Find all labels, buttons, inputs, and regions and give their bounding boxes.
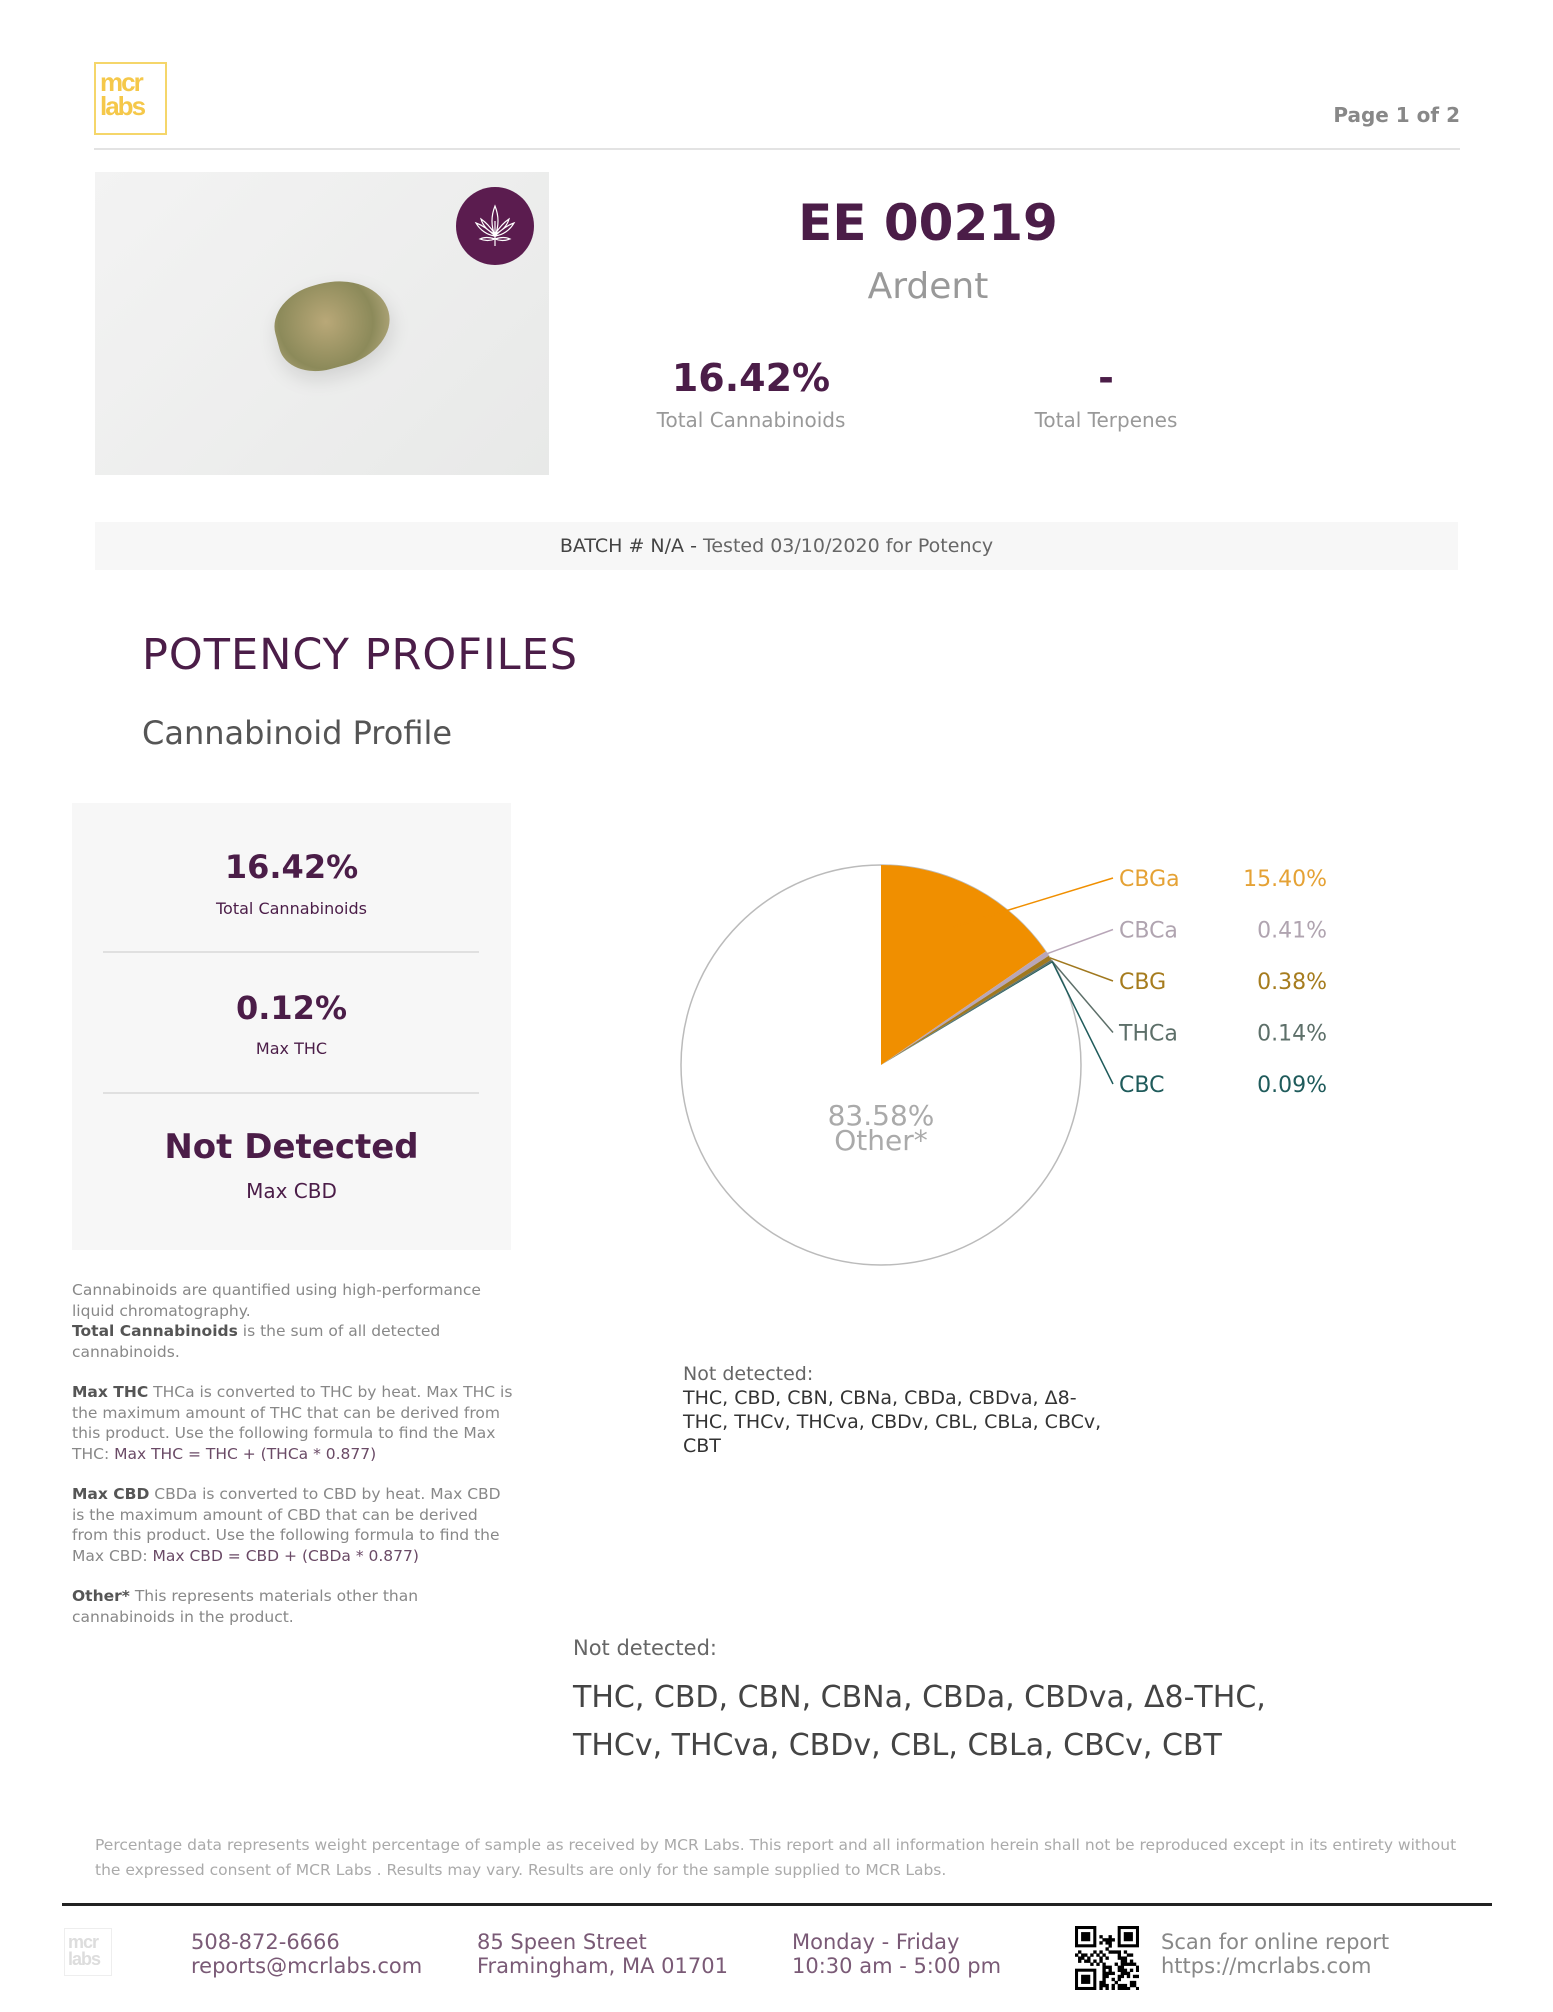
tested-date: Tested 03/10/2020 for Potency [702, 535, 994, 557]
footer-contact: 508-872-6666 reports@mcrlabs.com [191, 1930, 422, 1978]
total-cannabinoids-value: 16.42% [671, 356, 831, 400]
not-detected-section: Not detected: THC, CBD, CBN, CBNa, CBDa,… [573, 1636, 1266, 1763]
note-term: Max CBD [72, 1485, 150, 1503]
footer-logo: mcr labs [64, 1928, 112, 1976]
max-thc-formula: Max THC = THC + (THCa * 0.877) [114, 1444, 377, 1463]
note-term: Max THC [72, 1383, 149, 1401]
other-name-label: Other* [834, 1124, 928, 1157]
footnotes: Cannabinoids are quantified using high-p… [72, 1280, 517, 1647]
legend-name-cbga: CBGa [1119, 867, 1180, 892]
legend-name-cbg: CBG [1119, 970, 1166, 995]
pie-slice-cbga [881, 865, 1046, 1065]
disclaimer: Percentage data represents weight percen… [95, 1836, 1457, 1879]
scan-label: Scan for online report [1161, 1930, 1390, 1954]
footer-address: 85 Speen Street Framingham, MA 01701 [477, 1930, 728, 1978]
legend-value-cbc: 0.09% [1257, 1073, 1327, 1098]
note-term: Other* [72, 1587, 130, 1605]
note-hplc: Cannabinoids are quantified using high-p… [72, 1281, 481, 1320]
leader-line-cbca [1046, 928, 1114, 955]
footer-divider [62, 1903, 1492, 1906]
strain-name: Ardent [867, 266, 989, 307]
email-link[interactable]: reports@mcrlabs.com [191, 1954, 423, 1978]
city: Framingham, MA 01701 [477, 1954, 728, 1978]
days: Monday - Friday [792, 1930, 960, 1954]
legend-value-cbga: 15.40% [1243, 867, 1327, 892]
max-cbd-formula: Max CBD = CBD + (CBDa * 0.877) [152, 1546, 419, 1565]
legend-value-cbg: 0.38% [1257, 970, 1327, 995]
footer-hours: Monday - Friday 10:30 am - 5:00 pm [792, 1930, 1001, 1978]
not-detected-line-1: THC, CBD, CBN, CBNa, CBDa, CBDva, Δ8-THC… [573, 1680, 1266, 1715]
divider [94, 148, 1460, 150]
summary-max-cbd-value: Not Detected [164, 1127, 419, 1167]
pie-slice-cbg [881, 955, 1052, 1065]
note-text: THCa is converted to THC by heat. Max TH… [72, 1383, 513, 1463]
note-text: CBDa is converted to CBD by heat. Max CB… [72, 1485, 501, 1565]
leader-line-thca [1051, 960, 1114, 1033]
summary-max-cbd-label: Max CBD [246, 1179, 337, 1203]
mcr-labs-logo: mcr labs [94, 62, 167, 135]
summary-max-thc-value: 0.12% [235, 989, 347, 1027]
qr-code-icon[interactable] [1075, 1926, 1139, 1990]
batch-number: BATCH # N/A - [559, 535, 697, 557]
total-terpenes-value: - [1098, 356, 1114, 400]
divider [103, 1092, 479, 1094]
website-link[interactable]: https://mcrlabs.com [1161, 1954, 1372, 1978]
section-subtitle: Cannabinoid Profile [142, 714, 453, 752]
summary-total-label: Total Cannabinoids [216, 899, 367, 918]
legend-name-cbc: CBC [1119, 1073, 1164, 1098]
leader-line-cbga [953, 877, 1114, 928]
legend-value-thca: 0.14% [1257, 1022, 1327, 1047]
note-text: This represents materials other than can… [72, 1587, 419, 1626]
page-indicator: Page 1 of 2 [1333, 103, 1460, 127]
summary-box: 16.42% Total Cannabinoids 0.12% Max THC … [72, 803, 511, 1250]
pie-slice-thca [881, 959, 1053, 1065]
not-detected-label: Not detected: [573, 1636, 717, 1660]
section-title: POTENCY PROFILES [142, 630, 579, 680]
cannabis-leaf-icon [456, 187, 534, 265]
divider [103, 951, 479, 953]
pie-slice-cbca [881, 951, 1049, 1065]
hours: 10:30 am - 5:00 pm [792, 1954, 1002, 1978]
note-text: is the sum of all detected cannabinoids. [72, 1322, 441, 1361]
other-value-label: 83.58% [828, 1099, 935, 1132]
not-detected-list: THC, CBD, CBN, CBNa, CBDa, CBDva, Δ8-THC… [683, 1387, 1102, 1457]
street: 85 Speen Street [477, 1930, 647, 1954]
batch-bar: BATCH # N/A - Tested 03/10/2020 for Pote… [95, 522, 1458, 570]
not-detected-line-2: THCv, THCva, CBDv, CBL, CBLa, CBCv, CBT [573, 1728, 1222, 1763]
total-terpenes-label: Total Terpenes [1034, 408, 1178, 432]
sample-id: EE 00219 [798, 194, 1058, 252]
total-cannabinoids-label: Total Cannabinoids [656, 408, 846, 432]
summary-max-thc-label: Max THC [255, 1039, 328, 1058]
legend-name-cbca: CBCa [1119, 919, 1178, 944]
phone[interactable]: 508-872-6666 [191, 1930, 340, 1954]
legend-value-cbca: 0.41% [1257, 919, 1327, 944]
pie-slice-cbc [881, 961, 1053, 1065]
not-detected-label: Not detected: [683, 1363, 814, 1385]
leader-line-cbg [1049, 957, 1114, 982]
footer-online: Scan for online report https://mcrlabs.co… [1161, 1930, 1389, 1978]
summary-total-value: 16.42% [224, 848, 359, 886]
note-term: Total Cannabinoids [72, 1322, 238, 1340]
leader-line-cbc [1051, 961, 1114, 1085]
not-detected-chart-note: Not detected: THC, CBD, CBN, CBNa, CBDa,… [683, 1362, 1103, 1458]
legend-name-thca: THCa [1118, 1022, 1178, 1047]
